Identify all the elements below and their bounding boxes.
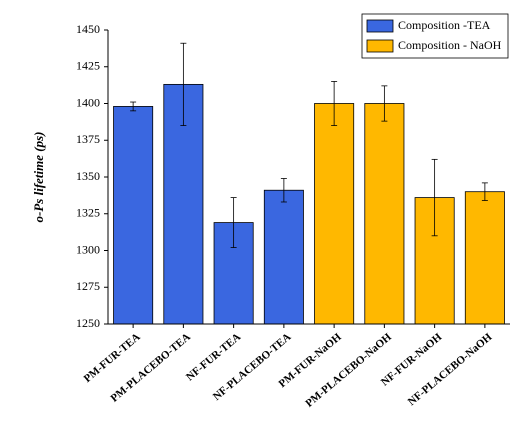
y-tick-label: 1375	[76, 132, 100, 146]
bar	[364, 103, 405, 325]
y-tick-label: 1325	[76, 206, 100, 220]
legend-swatch	[366, 19, 394, 33]
bar	[314, 103, 355, 325]
y-tick-label: 1400	[76, 95, 100, 109]
bar	[113, 106, 154, 325]
legend-label: Composition -TEA	[398, 18, 491, 32]
y-tick-label: 1300	[76, 242, 100, 256]
y-tick-label: 1275	[76, 279, 100, 293]
legend-label: Composition - NaOH	[398, 38, 502, 52]
legend-swatch	[366, 39, 394, 53]
x-tick-label: NF-PLACEBO-NaOH	[406, 331, 495, 408]
y-tick-label: 1450	[76, 22, 100, 36]
bar	[263, 189, 304, 325]
y-tick-label: 1250	[76, 316, 100, 330]
x-tick-label: PM-PLACEBO-NaOH	[303, 331, 394, 410]
y-axis-label: o-Ps lifetime (ps)	[31, 132, 46, 223]
bar	[464, 191, 505, 325]
y-tick-label: 1350	[76, 169, 100, 183]
y-tick-label: 1425	[76, 59, 100, 73]
